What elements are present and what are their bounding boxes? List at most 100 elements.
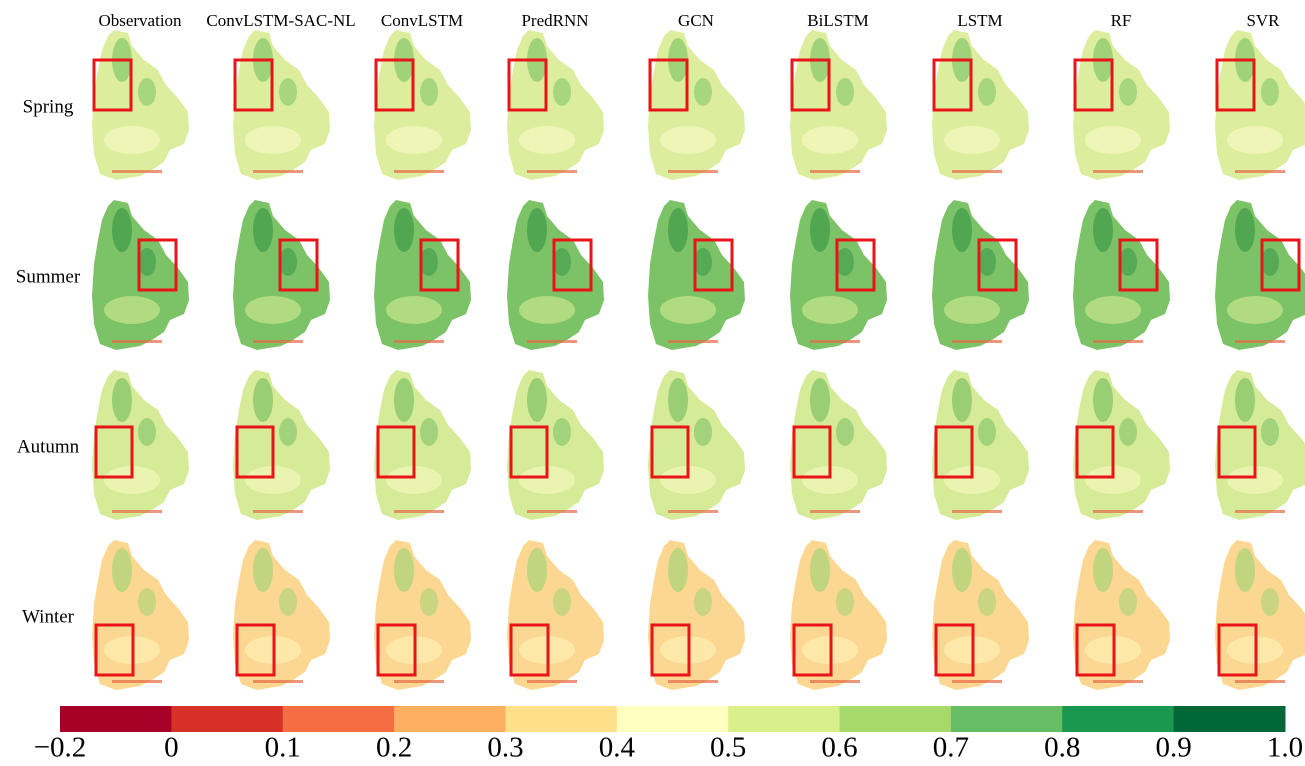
map: [1215, 540, 1305, 690]
map-edge-detail: [112, 510, 162, 513]
map-patch: [1093, 548, 1113, 592]
map-edge-detail: [253, 170, 303, 173]
map-patch: [1227, 296, 1283, 324]
map-patch: [810, 208, 830, 252]
map-patch: [952, 378, 972, 422]
map-patch: [668, 378, 688, 422]
map-patch: [810, 378, 830, 422]
row-label: Summer: [16, 266, 81, 287]
map-region: [374, 30, 471, 180]
map: [507, 200, 604, 350]
map-patch: [279, 588, 297, 616]
map-patch: [1119, 418, 1137, 446]
map-patch: [1235, 548, 1255, 592]
map-patch: [112, 548, 132, 592]
map-edge-detail: [112, 680, 162, 683]
map-patch: [1261, 248, 1279, 276]
column-header: GCN: [678, 11, 714, 30]
map-patch: [668, 548, 688, 592]
map-edge-detail: [668, 340, 718, 343]
map: [1073, 540, 1170, 690]
map-edge-detail: [952, 170, 1002, 173]
map-edge-detail: [253, 340, 303, 343]
row-label: Spring: [23, 96, 74, 117]
map-region: [932, 540, 1029, 690]
colorbar-segment: [840, 706, 952, 732]
colorbar-tick-label: 0.9: [1156, 732, 1192, 764]
map-edge-detail: [394, 340, 444, 343]
map-patch: [138, 588, 156, 616]
map-patch: [527, 208, 547, 252]
map-region: [507, 540, 604, 690]
colorbar-tick-label: 0.7: [933, 732, 969, 764]
map-edge-detail: [668, 680, 718, 683]
colorbar-tick-label: 0.1: [265, 732, 301, 764]
colorbar-segment: [728, 706, 840, 732]
column-header: SVR: [1246, 11, 1280, 30]
map: [233, 200, 330, 350]
map: [648, 540, 745, 690]
map-patch: [394, 378, 414, 422]
map-edge-detail: [527, 680, 577, 683]
map-patch: [1119, 588, 1137, 616]
map: [92, 540, 189, 690]
map-patch: [279, 418, 297, 446]
map-patch: [978, 418, 996, 446]
map-patch: [694, 418, 712, 446]
map-edge-detail: [253, 510, 303, 513]
map: [507, 540, 604, 690]
map-region: [790, 540, 887, 690]
figure: ObservationConvLSTM-SAC-NLConvLSTMPredRN…: [0, 0, 1305, 766]
map: [790, 540, 887, 690]
map-patch: [245, 296, 301, 324]
map-patch: [978, 248, 996, 276]
map-edge-detail: [1093, 680, 1143, 683]
colorbar-segment: [394, 706, 506, 732]
map-region: [1073, 370, 1170, 520]
map-edge-detail: [527, 510, 577, 513]
map-region: [1215, 200, 1305, 350]
map-patch: [1085, 126, 1141, 154]
colorbar-segment: [617, 706, 729, 732]
map-patch: [253, 208, 273, 252]
colorbar-segment: [505, 706, 617, 732]
map-patch: [1235, 378, 1255, 422]
map-patch: [420, 248, 438, 276]
map-edge-detail: [253, 680, 303, 683]
map-region: [1215, 370, 1305, 520]
map-region: [233, 30, 330, 180]
map: [233, 540, 330, 690]
map: [92, 200, 189, 350]
map-region: [790, 370, 887, 520]
map-patch: [694, 78, 712, 106]
colorbar-tick-label: 0.3: [487, 732, 523, 764]
map-region: [233, 540, 330, 690]
map-edge-detail: [1235, 680, 1285, 683]
map-patch: [660, 126, 716, 154]
map-patch: [944, 126, 1000, 154]
map-edge-detail: [394, 170, 444, 173]
map-patch: [394, 208, 414, 252]
map-edge-detail: [1093, 170, 1143, 173]
map-patch: [104, 296, 160, 324]
map: [648, 30, 745, 180]
map-patch: [952, 548, 972, 592]
map-patch: [1119, 248, 1137, 276]
map-patch: [836, 78, 854, 106]
map-region: [233, 370, 330, 520]
map: [233, 30, 330, 180]
column-header: RF: [1111, 11, 1132, 30]
map-region: [790, 30, 887, 180]
colorbar-tick-label: 0.6: [821, 732, 857, 764]
map-patch: [553, 248, 571, 276]
colorbar-tick-label: 0.8: [1044, 732, 1080, 764]
map-edge-detail: [810, 170, 860, 173]
map-patch: [104, 126, 160, 154]
map-region: [1073, 540, 1170, 690]
map-region: [648, 540, 745, 690]
map-patch: [836, 248, 854, 276]
map-patch: [420, 418, 438, 446]
map-region: [92, 30, 189, 180]
map-region: [374, 370, 471, 520]
map-patch: [952, 208, 972, 252]
